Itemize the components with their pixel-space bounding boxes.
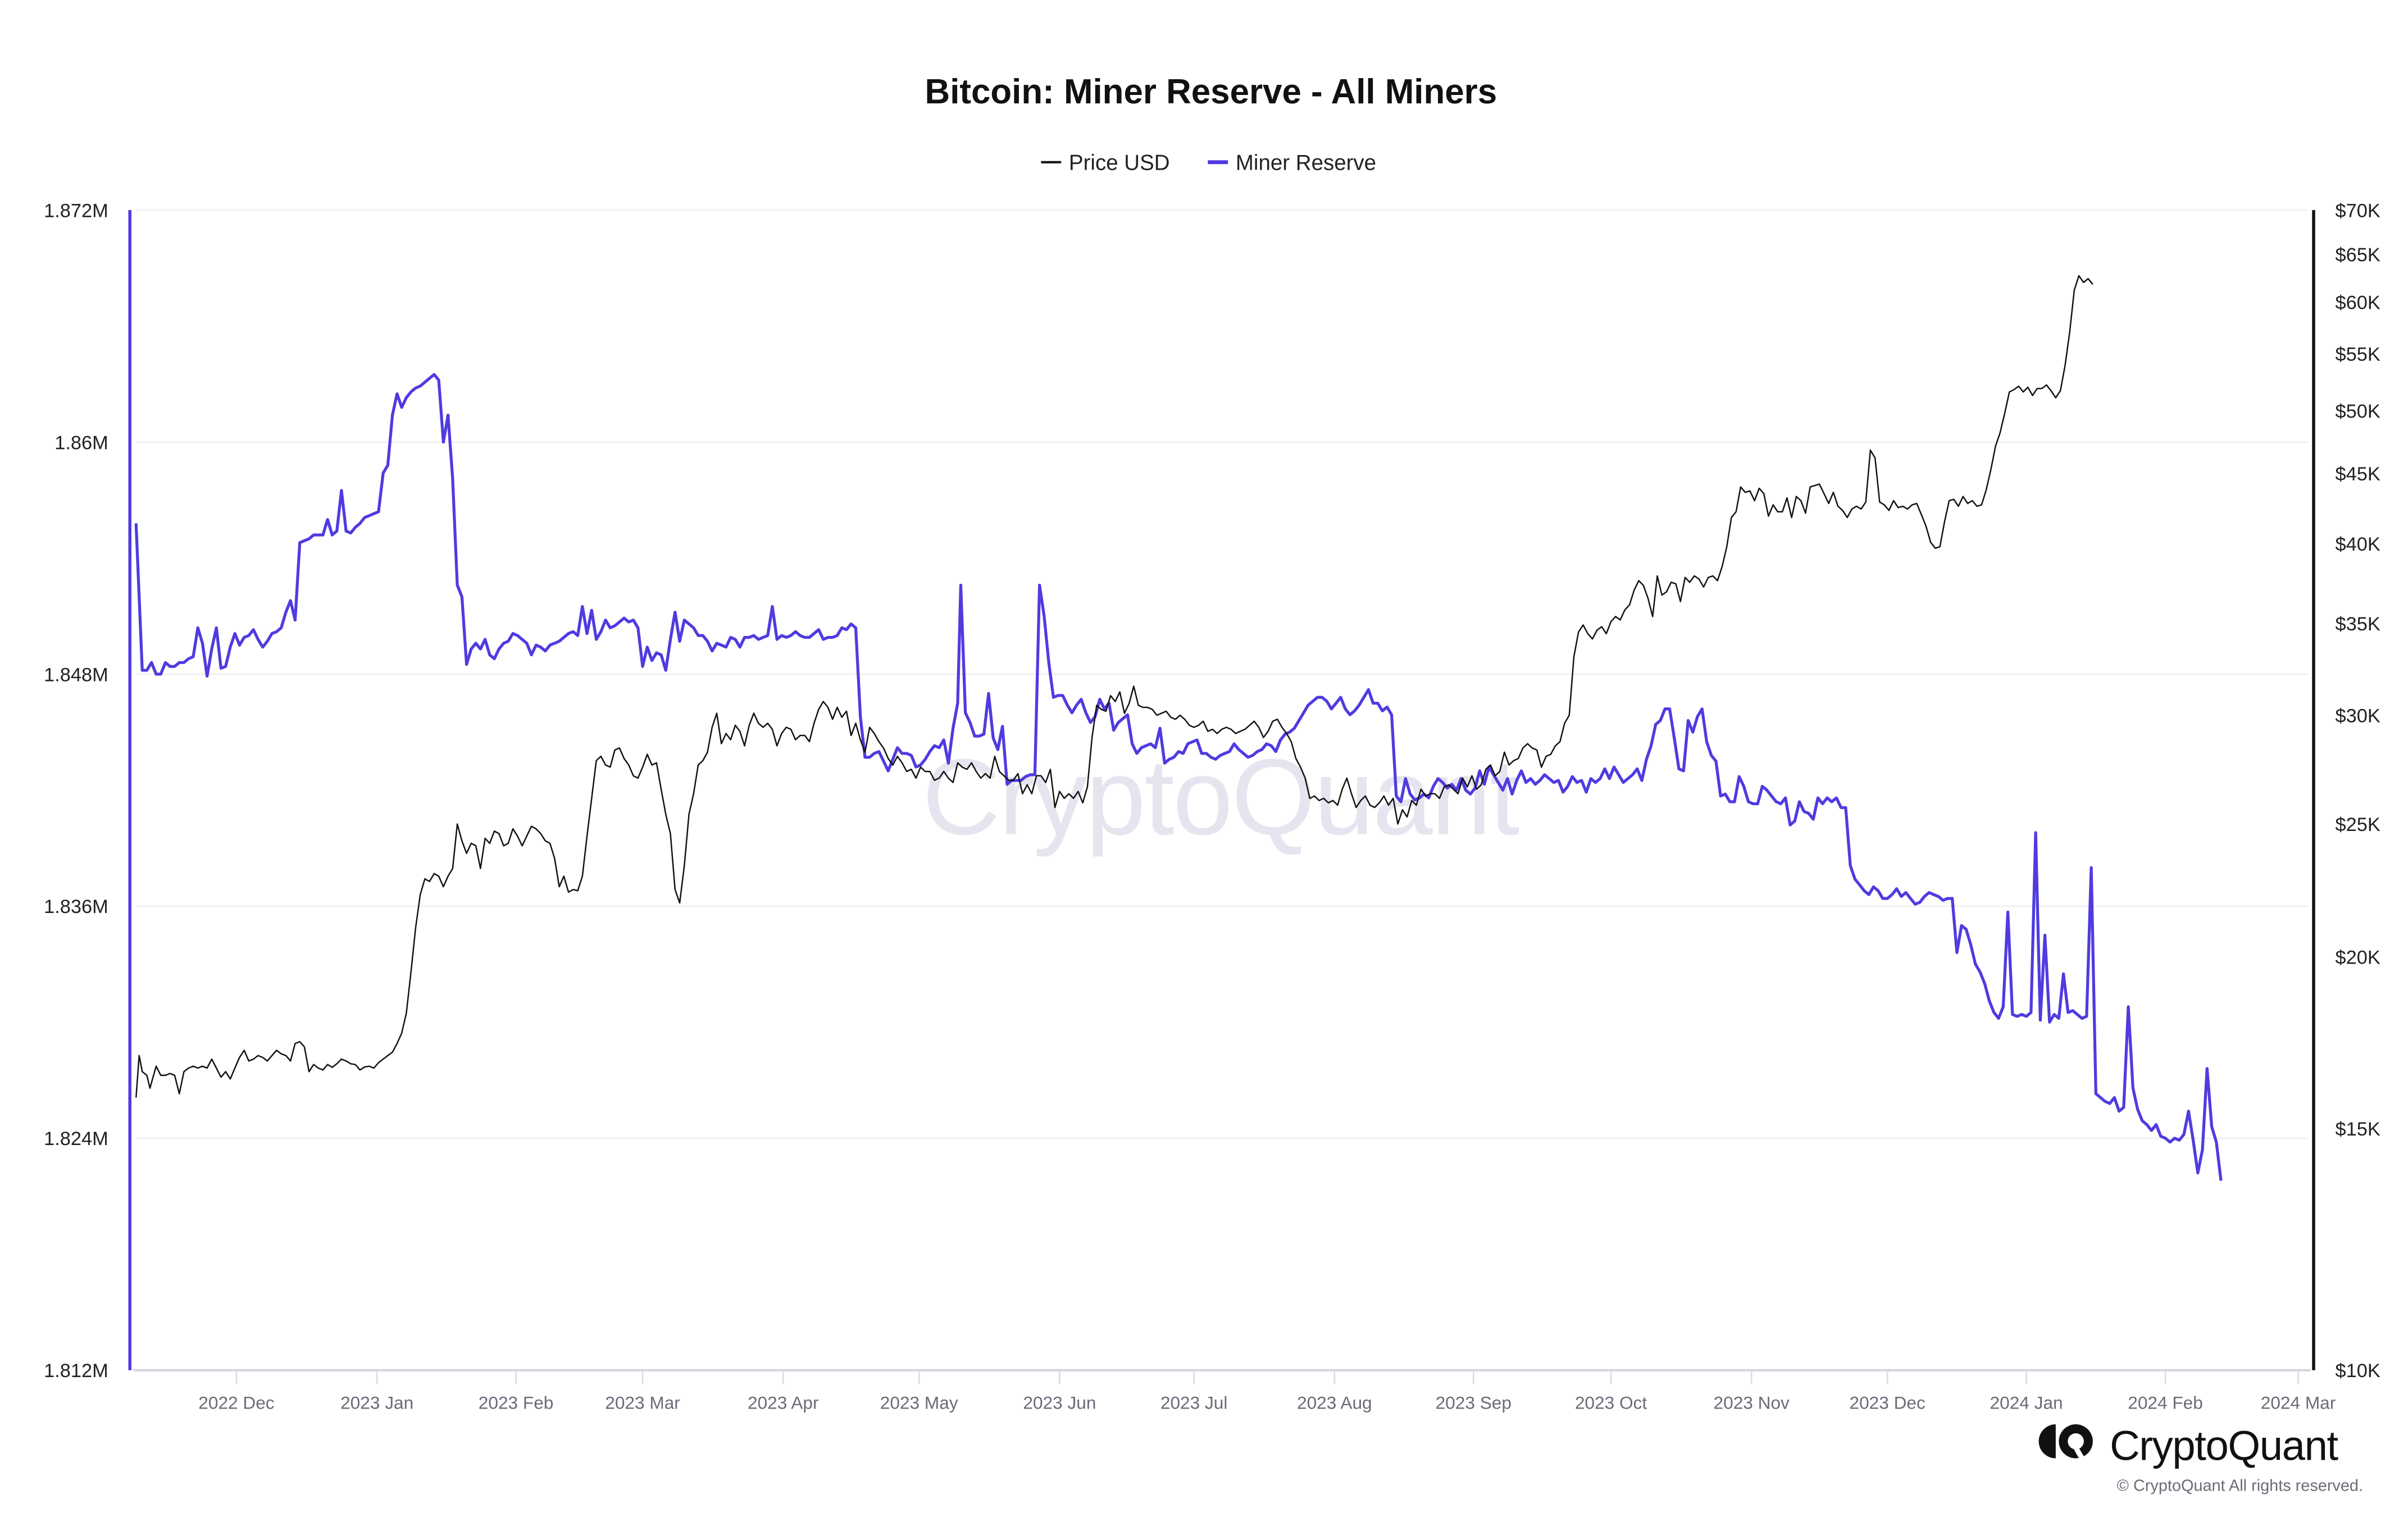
x-tick-label: 2023 May	[880, 1393, 958, 1413]
x-tick-label: 2022 Dec	[198, 1393, 274, 1413]
right-y-tick-label: $35K	[2336, 614, 2380, 635]
x-tick-label: 2024 Jan	[1990, 1393, 2063, 1413]
footer-logo: CryptoQuant	[2038, 1422, 2339, 1469]
x-tick-label: 2024 Mar	[2261, 1393, 2336, 1413]
x-axis: 2022 Dec 2023 Jan 2023 Feb 2023 Mar 2023 Apr…	[198, 1370, 2336, 1413]
legend-label-reserve: Miner Reserve	[1236, 151, 1376, 175]
left-y-axis: 1.812M 1.824M 1.836M 1.848M 1.86M 1.872M	[44, 200, 108, 1382]
gridlines	[136, 209, 2308, 1139]
right-y-tick-label: $40K	[2336, 534, 2380, 555]
x-tick-label: 2023 Sep	[1436, 1393, 1512, 1413]
legend-label-price: Price USD	[1069, 151, 1170, 175]
right-y-tick-label: $45K	[2336, 464, 2380, 485]
right-y-tick-label: $70K	[2336, 200, 2380, 221]
left-y-tick-label: 1.812M	[44, 1360, 108, 1382]
x-tick-label: 2023 Mar	[605, 1393, 680, 1413]
x-tick-label: 2023 Aug	[1297, 1393, 1372, 1413]
cryptoquant-logo-icon	[2038, 1424, 2093, 1459]
right-y-axis: $10K $15K $20K $25K $30K $35K $40K $45K $50K $55K…	[2336, 200, 2380, 1382]
right-y-tick-label: $25K	[2336, 814, 2380, 835]
copyright-text: © CryptoQuant All rights reserved.	[2117, 1477, 2363, 1495]
right-y-tick-label: $10K	[2336, 1360, 2380, 1382]
x-tick-label: 2023 Feb	[479, 1393, 554, 1413]
x-tick-label: 2023 Jun	[1023, 1393, 1096, 1413]
x-tick-label: 2024 Feb	[2128, 1393, 2203, 1413]
right-y-tick-label: $65K	[2336, 244, 2380, 266]
legend-item-price[interactable]: Price USD	[1041, 151, 1170, 175]
left-y-tick-label: 1.836M	[44, 896, 108, 918]
left-y-tick-label: 1.824M	[44, 1128, 108, 1150]
price-usd-line	[135, 275, 2093, 1098]
left-y-tick-label: 1.86M	[54, 432, 108, 453]
legend: Price USD Miner Reserve	[1041, 151, 1376, 175]
right-y-tick-label: $55K	[2336, 344, 2380, 365]
x-tick-label: 2023 Jan	[340, 1393, 413, 1413]
left-y-tick-label: 1.848M	[44, 664, 108, 685]
x-tick-label: 2023 Oct	[1575, 1393, 1647, 1413]
x-tick-label: 2023 Dec	[1849, 1393, 1925, 1413]
chart-title: Bitcoin: Miner Reserve - All Miners	[925, 72, 1497, 111]
x-tick-label: 2023 Apr	[748, 1393, 819, 1413]
miner-reserve-line	[134, 373, 2223, 1181]
right-y-tick-label: $30K	[2336, 705, 2380, 726]
right-y-tick-label: $60K	[2336, 292, 2380, 314]
right-y-tick-label: $20K	[2336, 947, 2380, 969]
left-y-tick-label: 1.872M	[44, 200, 108, 221]
x-tick-label: 2023 Nov	[1714, 1393, 1790, 1413]
right-y-tick-label: $50K	[2336, 401, 2380, 422]
right-y-tick-label: $15K	[2336, 1119, 2380, 1140]
brand-name: CryptoQuant	[2110, 1422, 2338, 1469]
x-tick-label: 2023 Jul	[1160, 1393, 1228, 1413]
legend-item-reserve[interactable]: Miner Reserve	[1208, 151, 1376, 175]
